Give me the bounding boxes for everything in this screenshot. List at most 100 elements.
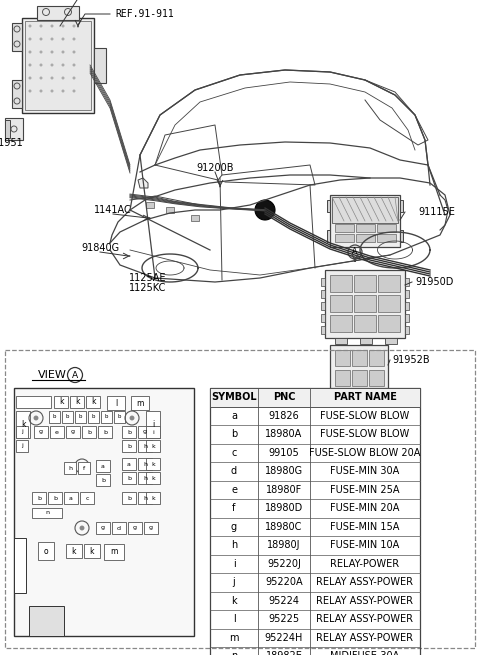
Bar (321, 326, 325, 334)
Bar (138, 458, 152, 470)
Bar (146, 440, 160, 452)
Bar (335, 224, 354, 232)
Text: a: a (127, 462, 131, 466)
Bar (352, 350, 367, 366)
Bar (70, 396, 84, 408)
Text: 18980A: 18980A (265, 429, 302, 440)
Bar (146, 458, 160, 470)
Text: k: k (90, 546, 94, 555)
Text: 95225: 95225 (268, 614, 300, 624)
Text: j: j (233, 577, 235, 588)
Text: g: g (143, 430, 147, 434)
Text: 95224H: 95224H (265, 633, 303, 643)
Text: 18980C: 18980C (265, 522, 303, 532)
Bar (378, 275, 400, 292)
Text: g: g (39, 430, 43, 434)
Text: A: A (72, 371, 78, 379)
Text: h: h (143, 443, 147, 449)
Circle shape (39, 50, 43, 54)
Bar (54, 396, 68, 408)
Text: l: l (233, 614, 235, 624)
Bar (377, 234, 396, 242)
Circle shape (80, 525, 84, 531)
Bar (325, 270, 405, 338)
Text: d: d (231, 466, 237, 476)
Text: a: a (101, 464, 105, 468)
Bar (22, 18, 94, 113)
Bar (335, 234, 354, 242)
Circle shape (72, 24, 75, 28)
Circle shape (39, 24, 43, 28)
Text: m: m (136, 398, 144, 407)
Circle shape (72, 77, 75, 79)
Circle shape (34, 415, 38, 421)
Bar (16, 426, 28, 438)
Bar (98, 426, 112, 438)
Text: 18980D: 18980D (265, 503, 303, 514)
Bar (66, 426, 80, 438)
Bar (405, 326, 409, 334)
Bar (146, 202, 154, 208)
Text: o: o (44, 546, 48, 555)
Text: k: k (151, 476, 155, 481)
Bar (16, 440, 28, 452)
Bar (5, 118, 23, 140)
Text: n: n (45, 510, 49, 515)
Bar (146, 472, 160, 484)
Bar (338, 393, 346, 398)
Text: h: h (143, 476, 147, 481)
Text: 18980G: 18980G (265, 466, 303, 476)
Bar (88, 411, 99, 423)
Bar (400, 200, 403, 212)
Text: g: g (231, 522, 237, 532)
Circle shape (50, 90, 53, 92)
Text: b: b (127, 476, 131, 481)
Text: REF.91-911: REF.91-911 (116, 9, 174, 19)
Bar (385, 338, 397, 344)
Text: FUSE-SLOW BLOW 20A: FUSE-SLOW BLOW 20A (309, 448, 420, 458)
Bar (16, 396, 51, 408)
Bar (25, 21, 91, 110)
Text: MIDIFUSE-30A: MIDIFUSE-30A (330, 651, 400, 655)
Bar (104, 544, 124, 560)
Circle shape (50, 77, 53, 79)
Text: 95220J: 95220J (267, 559, 301, 569)
Text: a: a (69, 495, 73, 500)
Text: FUSE-SLOW BLOW: FUSE-SLOW BLOW (320, 429, 409, 440)
Text: b: b (53, 495, 57, 500)
Text: 91200B: 91200B (196, 163, 234, 173)
Bar (96, 460, 110, 472)
Text: a: a (231, 411, 237, 421)
Bar (128, 522, 142, 534)
Circle shape (28, 50, 32, 54)
Bar (146, 411, 160, 438)
Bar (405, 278, 409, 286)
Text: k: k (59, 398, 63, 407)
Circle shape (130, 415, 134, 421)
Bar (12, 23, 22, 51)
Bar (330, 195, 400, 247)
Bar (122, 426, 136, 438)
Bar (75, 411, 86, 423)
Bar (138, 440, 152, 452)
Bar (335, 338, 347, 344)
Bar (405, 290, 409, 298)
Circle shape (39, 64, 43, 67)
Bar (144, 522, 158, 534)
Bar (360, 393, 368, 398)
Bar (122, 458, 136, 470)
Bar (210, 388, 420, 407)
Text: h: h (143, 495, 147, 500)
Text: b: b (103, 430, 107, 434)
Text: FUSE-MIN 20A: FUSE-MIN 20A (330, 503, 400, 514)
Bar (330, 275, 352, 292)
Circle shape (61, 50, 64, 54)
Text: g: g (71, 430, 75, 434)
Bar (96, 474, 110, 486)
Text: 91115E: 91115E (418, 207, 455, 217)
Circle shape (50, 24, 53, 28)
Text: c: c (231, 448, 237, 458)
Bar (122, 472, 136, 484)
Bar (12, 80, 22, 108)
Circle shape (61, 64, 64, 67)
